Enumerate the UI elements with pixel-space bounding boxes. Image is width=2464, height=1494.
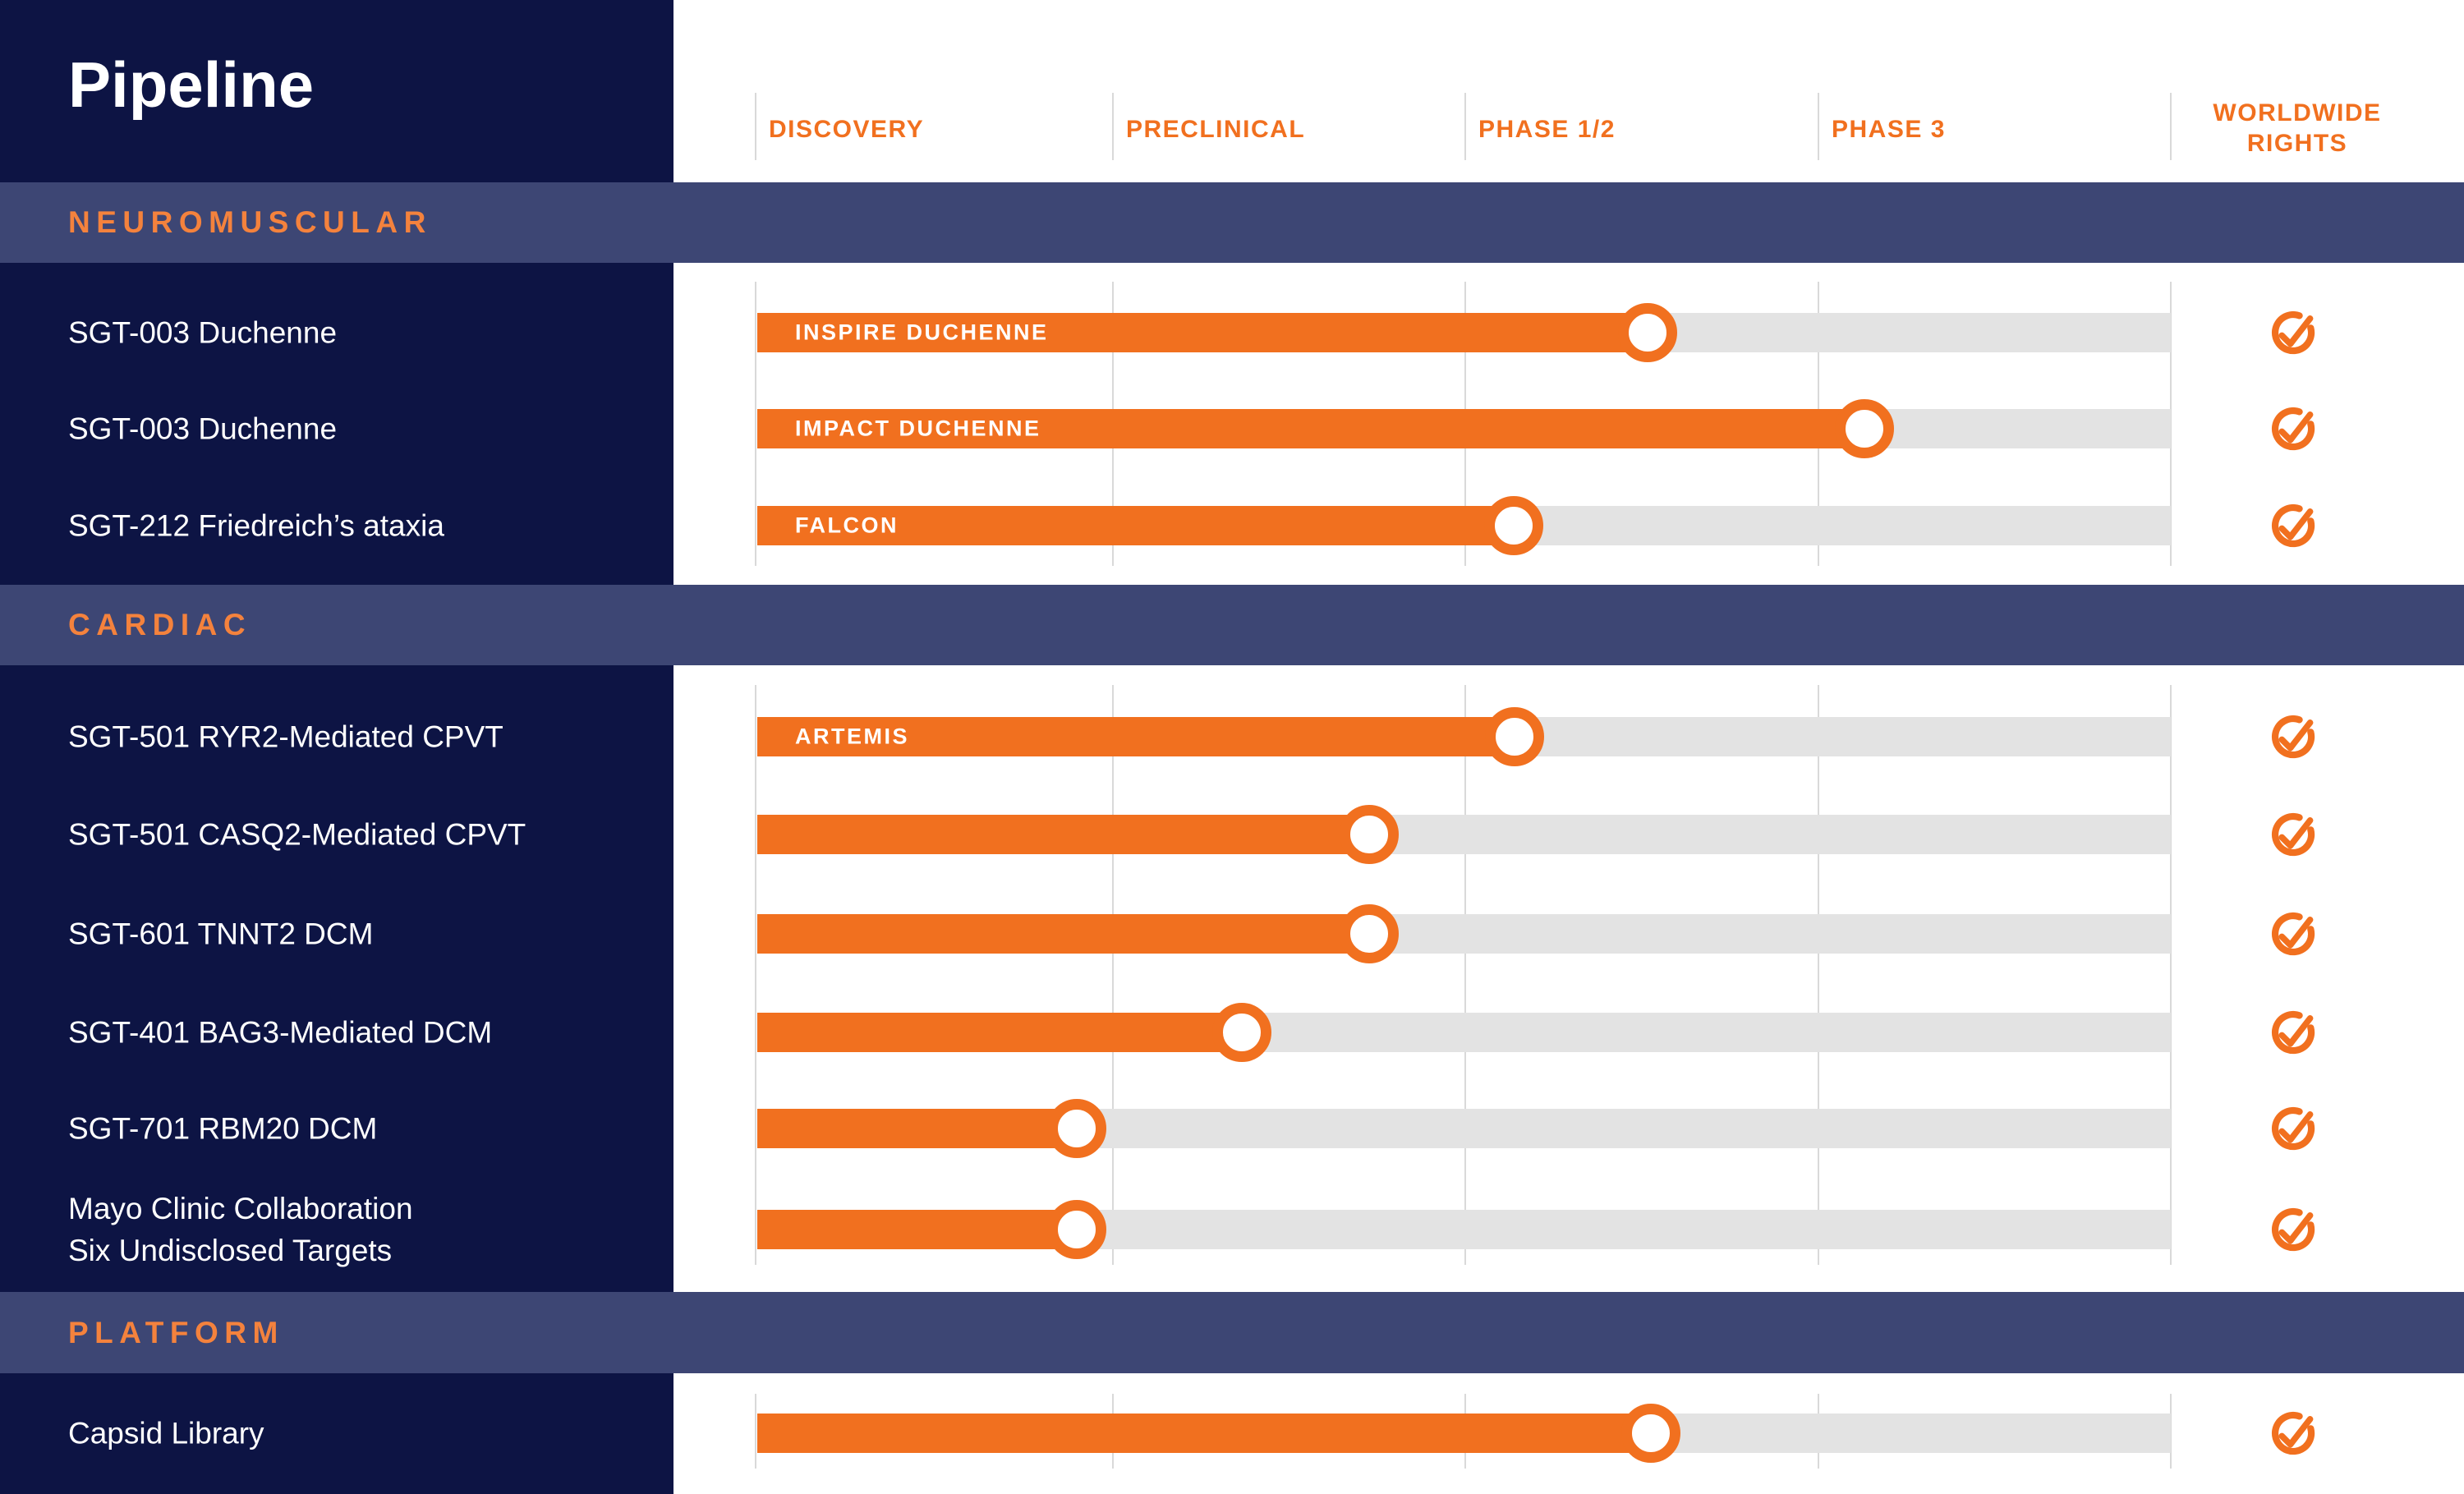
trial-name-label: ARTEMIS <box>795 724 909 749</box>
program-label: SGT-003 Duchenne <box>68 315 338 350</box>
worldwide-rights-check-icon <box>2266 306 2320 360</box>
trial-name-label: FALCON <box>795 513 899 538</box>
program-label: SGT-401 BAG3-Mediated DCM <box>68 1015 493 1050</box>
column-divider-0-4 <box>2170 282 2172 566</box>
progress-end-marker <box>1618 303 1678 362</box>
worldwide-rights-check-icon <box>2266 1406 2320 1460</box>
header-column-divider-1 <box>1112 93 1114 160</box>
worldwide-rights-check-icon <box>2266 1101 2320 1156</box>
column-divider-1-3 <box>1818 685 1819 1265</box>
worldwide-rights-check-icon <box>2266 1202 2320 1257</box>
program-label: Mayo Clinic Collaboration Six Undisclosed… <box>68 1188 413 1271</box>
worldwide-rights-check-icon <box>2266 710 2320 764</box>
worldwide-rights-check-icon <box>2266 907 2320 961</box>
program-label: SGT-601 TNNT2 DCM <box>68 917 374 951</box>
progress-bar <box>757 1013 1243 1052</box>
progress-bar: IMPACT DUCHENNE <box>757 409 1864 448</box>
progress-bar <box>757 1210 1077 1249</box>
column-divider-2-4 <box>2170 1394 2172 1469</box>
progress-end-marker <box>1212 1003 1272 1062</box>
column-header-discovery: DISCOVERY <box>769 116 925 143</box>
program-label: SGT-003 Duchenne <box>68 411 338 446</box>
section-title-cardiac: CARDIAC <box>68 608 252 641</box>
column-divider-1-1 <box>1112 685 1114 1265</box>
column-divider-1-2 <box>1464 685 1466 1265</box>
page-title: Pipeline <box>68 48 315 121</box>
progress-bar <box>757 815 1370 854</box>
progress-bar: INSPIRE DUCHENNE <box>757 313 1648 352</box>
progress-end-marker <box>1340 805 1400 864</box>
progress-bar <box>757 1109 1077 1148</box>
column-header-preclinical: PRECLINICAL <box>1126 116 1306 143</box>
column-header-phase3: PHASE 3 <box>1832 116 1946 143</box>
progress-end-marker <box>1046 1200 1106 1259</box>
program-label-line: Mayo Clinic Collaboration <box>68 1192 413 1225</box>
progress-end-marker <box>1834 399 1894 458</box>
worldwide-rights-check-icon <box>2266 1005 2320 1060</box>
program-label: SGT-701 RBM20 DCM <box>68 1111 378 1146</box>
column-header-phase12: PHASE 1/2 <box>1478 116 1616 143</box>
progress-end-marker <box>1046 1099 1106 1158</box>
worldwide-rights-check-icon <box>2266 402 2320 456</box>
worldwide-rights-check-icon <box>2266 807 2320 862</box>
header-column-divider-0 <box>755 93 756 160</box>
program-label: SGT-501 RYR2-Mediated CPVT <box>68 719 503 754</box>
progress-end-marker <box>1620 1404 1680 1463</box>
trial-name-label: IMPACT DUCHENNE <box>795 416 1041 441</box>
section-band-platform: PLATFORM <box>0 1292 2464 1373</box>
worldwide-rights-check-icon <box>2266 499 2320 553</box>
trial-name-label: INSPIRE DUCHENNE <box>795 319 1049 345</box>
section-title-platform: PLATFORM <box>68 1315 284 1349</box>
progress-bar <box>757 914 1370 954</box>
header-column-divider-2 <box>1464 93 1466 160</box>
header-column-divider-4 <box>2170 93 2172 160</box>
program-label: Capsid Library <box>68 1416 264 1450</box>
worldwide-rights-line1: WORLDWIDE <box>2213 99 2382 126</box>
program-label-line: Six Undisclosed Targets <box>68 1234 393 1267</box>
progress-bar: FALCON <box>757 506 1514 545</box>
column-divider-0-0 <box>755 282 756 566</box>
column-header-worldwide-rights: WORLDWIDE RIGHTS <box>2213 98 2381 159</box>
progress-bar <box>757 1414 1651 1453</box>
column-divider-1-0 <box>755 685 756 1265</box>
program-label: SGT-212 Friedreich’s ataxia <box>68 508 444 543</box>
progress-bar: ARTEMIS <box>757 717 1515 756</box>
progress-end-marker <box>1483 496 1543 555</box>
section-band-cardiac: CARDIAC <box>0 585 2464 665</box>
program-label: SGT-501 CASQ2-Mediated CPVT <box>68 817 526 852</box>
progress-end-marker <box>1485 707 1545 766</box>
column-divider-2-0 <box>755 1394 756 1469</box>
progress-end-marker <box>1340 904 1400 963</box>
column-divider-1-4 <box>2170 685 2172 1265</box>
worldwide-rights-line2: RIGHTS <box>2246 130 2348 157</box>
header-column-divider-3 <box>1818 93 1819 160</box>
section-band-neuromuscular: NEUROMUSCULAR <box>0 182 2464 263</box>
section-title-neuromuscular: NEUROMUSCULAR <box>68 205 432 239</box>
